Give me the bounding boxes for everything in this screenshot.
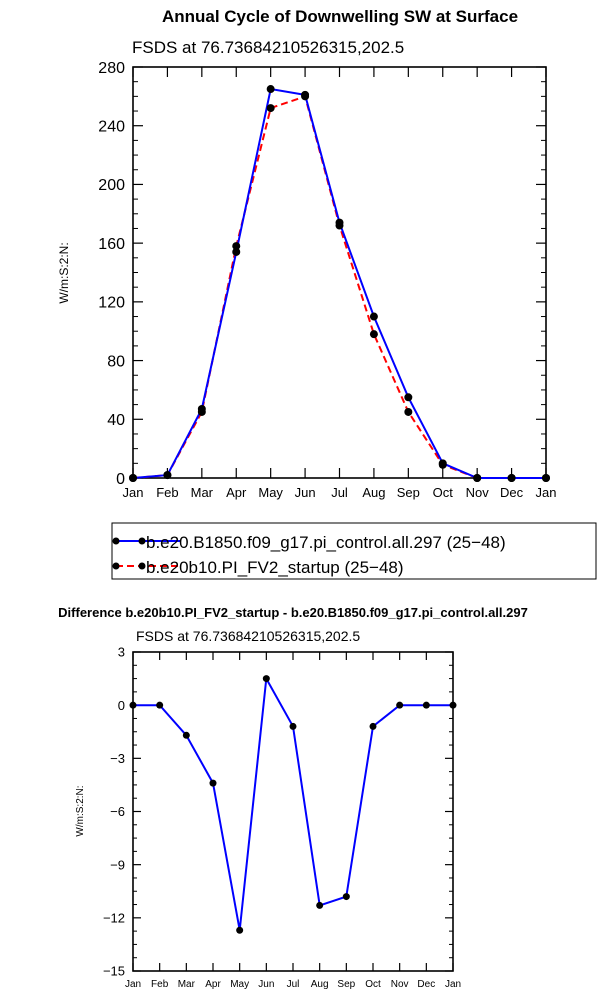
chart1-series2-point: [507, 474, 516, 482]
chart2-series1-point: [316, 901, 324, 909]
chart2-ytick-label: −6: [110, 804, 125, 819]
chart1-series2-point: [369, 330, 378, 339]
chart2-ytick-label: 3: [118, 645, 125, 660]
chart2-subtitle: FSDS at 76.73684210526315,202.5: [136, 628, 360, 644]
chart1-ytick-label: 0: [116, 471, 125, 488]
chart1-series2-point: [542, 474, 550, 482]
chart2-ytick-label: −15: [103, 964, 125, 979]
chart1-xtick-label: May: [258, 485, 283, 500]
chart2-ytick-label: −3: [110, 751, 125, 766]
chart1-ytick-label: 200: [98, 177, 125, 194]
chart2-xtick-label: Sep: [337, 979, 355, 990]
chart1-series2-point: [232, 242, 241, 251]
chart1-xtick-label: Jul: [331, 485, 348, 500]
chart2-series1-point: [129, 701, 137, 709]
legend-marker-series1-start: [112, 537, 120, 545]
chart1-xtick-label: Mar: [191, 485, 214, 500]
chart2-series1-point: [182, 731, 190, 739]
chart1-xtick-label: Sep: [397, 485, 420, 500]
chart2-xtick-label: Mar: [178, 979, 196, 990]
chart2-xtick-label: Jan: [125, 979, 141, 990]
chart2-ylabel: W/m:S:2:N:: [75, 785, 86, 836]
chart1-frame: [132, 66, 547, 479]
chart2-ytick-label: −12: [103, 911, 125, 926]
chart1-ytick-label: 80: [107, 353, 125, 370]
chart1-ylabel: W/m:S:2:N:: [57, 242, 71, 303]
chart1-series-line-1: [132, 87, 546, 479]
chart2-plot-area: −15 −12 −9 −6 −3 0 3 Jan Feb Mar Apr May Jun Jul Aug Se…: [103, 645, 461, 990]
chart1-series2-point: [266, 104, 275, 113]
chart2-xtick-label: May: [230, 979, 249, 990]
chart2-series1-point: [236, 926, 244, 934]
chart1-series1-point: [404, 393, 413, 402]
chart1-ytick-label: 280: [98, 60, 125, 77]
chart1-ytick-label: 160: [98, 236, 125, 253]
chart1-series1-point: [266, 85, 275, 94]
chart1-series2-point: [473, 474, 482, 482]
chart1-series2-point: [163, 471, 172, 480]
chart2-xtick-label: Jan: [445, 979, 461, 990]
chart2-xtick-label: Apr: [205, 979, 221, 990]
chart1-xtick-label: Jan: [123, 485, 144, 500]
chart2-series1-point: [262, 675, 270, 683]
chart1-xtick-label: Apr: [226, 485, 247, 500]
legend-marker-series2-start: [112, 562, 120, 570]
chart1-series1-point: [369, 312, 378, 321]
chart2-series1-point: [449, 701, 457, 709]
chart2-ytick-label: −9: [110, 857, 125, 872]
chart1-series2-point: [197, 407, 206, 416]
chart1-xtick-label: Dec: [500, 485, 524, 500]
chart1-xtick-label: Aug: [362, 485, 385, 500]
chart2-series1-point: [289, 722, 297, 730]
chart1-xtick-label: Jan: [536, 485, 557, 500]
chart1-xtick-label: Oct: [433, 485, 454, 500]
legend-label-series2: b.e20b10.PI_FV2_startup (25−48): [146, 558, 404, 577]
chart1-legend: [111, 522, 597, 580]
chart2-series1-point: [209, 779, 217, 787]
chart2-xtick-label: Jul: [287, 979, 300, 990]
chart2-xtick-label: Jun: [258, 979, 274, 990]
chart1-xtick-label: Feb: [156, 485, 178, 500]
chart1-subtitle: FSDS at 76.73684210526315,202.5: [132, 38, 404, 57]
chart2-title: Difference b.e20b10.PI_FV2_startup - b.e…: [58, 605, 528, 620]
chart2-series1-point: [422, 701, 430, 709]
chart2-xtick-label: Dec: [417, 979, 435, 990]
chart1-series2-point: [301, 92, 310, 101]
chart2-series1-point: [156, 701, 164, 709]
chart2-ytick-label: 0: [118, 698, 125, 713]
chart1-series2-point: [438, 460, 447, 469]
chart1-xtick-label: Jun: [295, 485, 316, 500]
chart2-frame: [132, 651, 454, 972]
chart1-ytick-label: 40: [107, 412, 125, 429]
legend-marker-series1-mid: [138, 537, 146, 545]
chart2-series-line-1: [133, 675, 453, 931]
chart2-xtick-label: Aug: [311, 979, 329, 990]
chart1-series2-point: [335, 221, 344, 230]
chart1-series2-point: [129, 474, 137, 482]
chart1-xtick-label: Nov: [466, 485, 490, 500]
legend-marker-series2-mid: [138, 562, 146, 570]
chart1-series2-point: [404, 407, 413, 416]
chart1-ytick-label: 120: [98, 295, 125, 312]
chart2-series1-point: [342, 893, 350, 901]
chart1-ytick-label: 240: [98, 118, 125, 135]
chart1-title: Annual Cycle of Downwelling SW at Surfac…: [162, 7, 518, 26]
chart1-plot-area: 0 40 80 120 160 200 240 280 Jan Feb Mar Apr May Jun Ju…: [98, 60, 556, 500]
chart2-series1-point: [396, 701, 404, 709]
chart1-series1-point: [232, 247, 241, 256]
chart2-series1-point: [369, 722, 377, 730]
chart2-xtick-label: Nov: [391, 979, 409, 990]
chart2-xtick-label: Oct: [365, 979, 381, 990]
chart2-xtick-label: Feb: [151, 979, 169, 990]
legend-label-series1: b.e20.B1850.f09_g17.pi_control.all.297 (…: [146, 533, 506, 552]
